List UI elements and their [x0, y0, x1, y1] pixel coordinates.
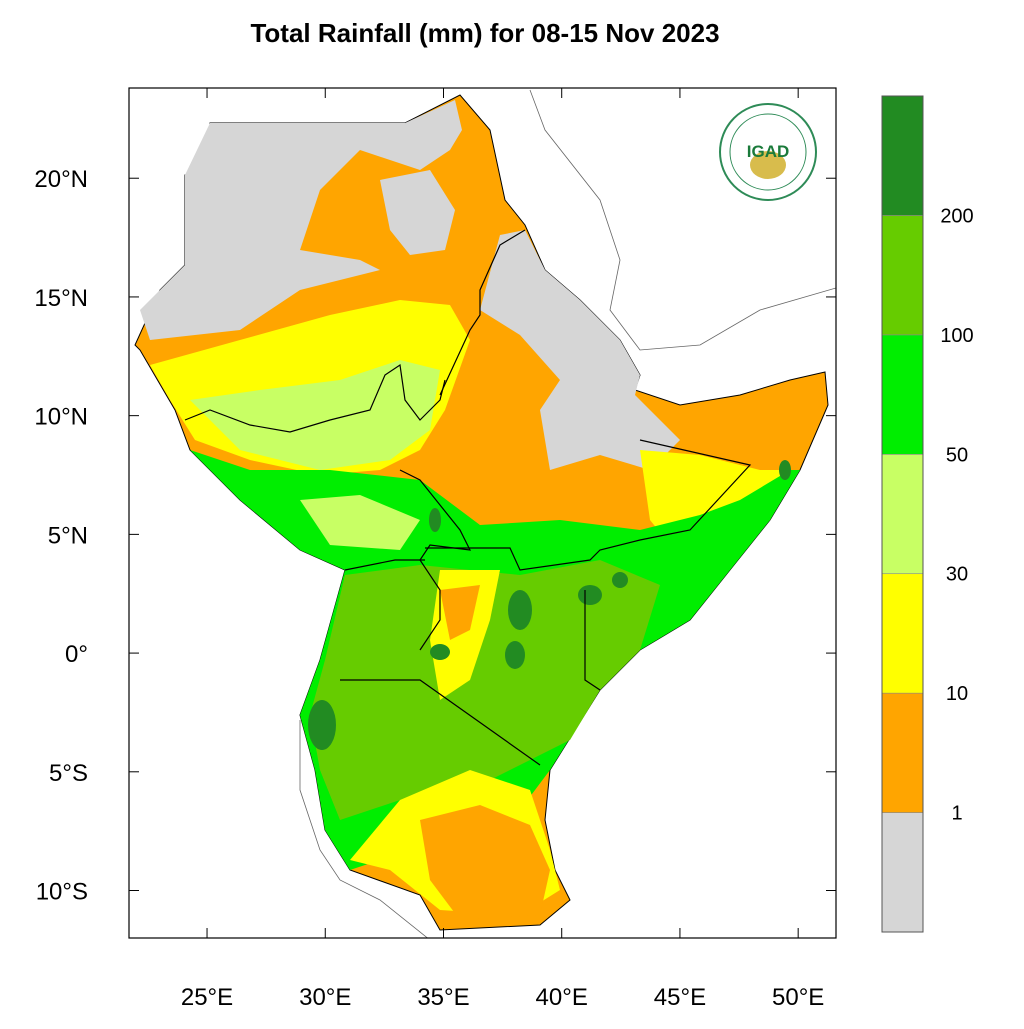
legend-swatch	[881, 95, 924, 216]
x-tick-label: 40°E	[536, 984, 588, 1011]
legend-swatch	[881, 812, 924, 933]
legend-swatch	[881, 453, 924, 575]
legend-label: 100	[940, 325, 973, 347]
legend-label: 10	[946, 683, 968, 705]
legend-frame	[881, 95, 924, 933]
legend-swatch	[881, 692, 924, 813]
x-tick-label: 25°E	[181, 984, 233, 1011]
rain-area	[300, 495, 420, 550]
y-tick-label: 0°	[65, 641, 88, 668]
x-tick-label: 45°E	[654, 984, 706, 1011]
legend-swatch	[881, 334, 924, 455]
y-tick-label: 20°N	[34, 166, 88, 193]
legend-label: 30	[946, 564, 968, 586]
x-tick-label: 35°E	[417, 984, 469, 1011]
rain-area	[420, 805, 550, 920]
legend-swatch	[881, 215, 924, 336]
legend-label: 50	[946, 444, 968, 466]
color-legend: 1 10 30 50 100 200	[881, 95, 974, 933]
y-tick-label: 10°S	[36, 879, 88, 906]
rainfall-map	[134, 89, 836, 938]
dry-area	[380, 170, 455, 255]
logo-text: IGAD	[747, 142, 790, 161]
dry-area	[480, 230, 680, 470]
rain-area	[190, 360, 440, 470]
heavy-rain-spots	[308, 460, 791, 750]
x-tick-label: 50°E	[772, 984, 824, 1011]
y-tick-label: 10°N	[34, 404, 88, 431]
dry-area	[140, 100, 462, 340]
plot-frame	[128, 87, 837, 939]
y-tick-label: 5°N	[48, 522, 88, 549]
rain-area	[440, 585, 480, 640]
legend-swatch	[881, 573, 924, 694]
legend-label: 200	[940, 205, 973, 227]
country-borders	[184, 229, 752, 766]
axes: 25°E 30°E 35°E 40°E 45°E 50°E 20°N 15°N 10°N 5°N 0…	[34, 88, 836, 1011]
map-title: Total Rainfall (mm) for 08-15 Nov 2023	[250, 18, 719, 48]
y-tick-label: 15°N	[34, 285, 88, 312]
logo: IGAD	[719, 103, 817, 201]
y-tick-label: 5°S	[49, 760, 88, 787]
legend-label: 1	[951, 803, 962, 825]
rain-area	[310, 560, 660, 820]
x-tick-label: 30°E	[299, 984, 351, 1011]
